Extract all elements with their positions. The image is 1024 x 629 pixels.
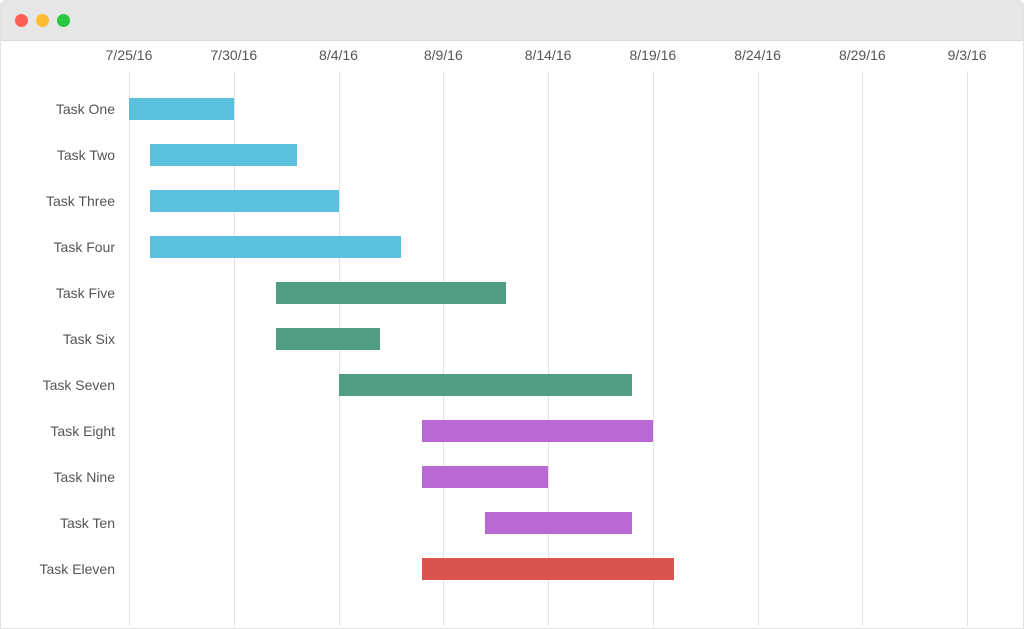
task-label: Task Eleven [1,561,115,577]
gantt-chart: 7/25/16 7/30/16 8/4/16 8/9/16 8/14/16 8/19/16… [1,41,1023,628]
window-titlebar [1,1,1023,41]
task-bar[interactable] [276,282,506,304]
zoom-icon[interactable] [57,14,70,27]
task-bar[interactable] [422,420,652,442]
task-label: Task Ten [1,515,115,531]
task-bar[interactable] [276,328,381,350]
x-tick-label: 8/29/16 [839,47,886,63]
task-bar[interactable] [339,374,632,396]
x-tick-label: 8/14/16 [525,47,572,63]
x-tick-label: 8/9/16 [424,47,463,63]
task-label: Task Seven [1,377,115,393]
task-label: Task Six [1,331,115,347]
task-bar[interactable] [129,98,234,120]
gridline [653,71,654,626]
task-label: Task Nine [1,469,115,485]
x-tick-label: 8/24/16 [734,47,781,63]
x-tick-label: 7/25/16 [106,47,153,63]
gridline [129,71,130,626]
gridline [862,71,863,626]
x-tick-label: 7/30/16 [210,47,257,63]
task-bar[interactable] [150,144,297,166]
task-label: Task Eight [1,423,115,439]
gridline [548,71,549,626]
task-label: Task One [1,101,115,117]
gridline [443,71,444,626]
task-label: Task Four [1,239,115,255]
app-window: 7/25/16 7/30/16 8/4/16 8/9/16 8/14/16 8/19/16… [0,0,1024,629]
task-bar[interactable] [485,512,632,534]
task-label: Task Three [1,193,115,209]
task-bar[interactable] [150,236,401,258]
x-tick-label: 9/3/16 [948,47,987,63]
gridline [758,71,759,626]
x-tick-label: 8/4/16 [319,47,358,63]
minimize-icon[interactable] [36,14,49,27]
task-label: Task Two [1,147,115,163]
task-bar[interactable] [422,558,673,580]
close-icon[interactable] [15,14,28,27]
x-tick-label: 8/19/16 [629,47,676,63]
gridline [967,71,968,626]
task-bar[interactable] [422,466,548,488]
task-label: Task Five [1,285,115,301]
task-bar[interactable] [150,190,339,212]
